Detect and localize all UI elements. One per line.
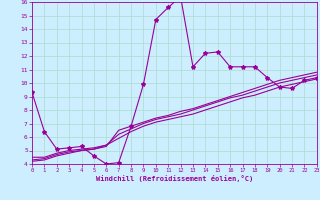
X-axis label: Windchill (Refroidissement éolien,°C): Windchill (Refroidissement éolien,°C) — [96, 175, 253, 182]
